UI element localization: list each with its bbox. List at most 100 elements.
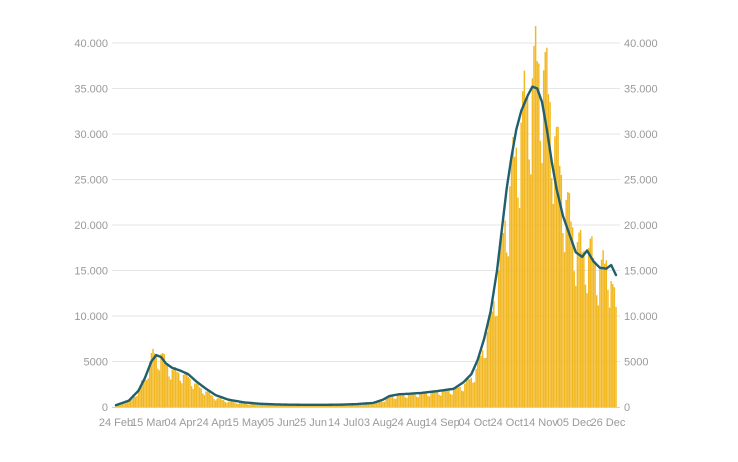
bar bbox=[522, 91, 524, 407]
bar bbox=[364, 403, 366, 407]
x-tick: 05 Jun bbox=[262, 417, 295, 429]
bar bbox=[443, 389, 445, 407]
y-tick-right: 15.000 bbox=[624, 266, 658, 278]
bar bbox=[406, 397, 408, 407]
bar bbox=[512, 136, 514, 407]
bar bbox=[137, 389, 140, 407]
bar bbox=[546, 47, 548, 407]
bar bbox=[245, 403, 247, 407]
bar bbox=[203, 395, 206, 407]
bar bbox=[454, 387, 456, 407]
bar bbox=[234, 402, 236, 407]
bar bbox=[526, 95, 529, 407]
bar bbox=[475, 368, 477, 407]
bar bbox=[300, 404, 302, 407]
bar bbox=[269, 405, 272, 407]
bar bbox=[438, 394, 440, 407]
bar bbox=[563, 252, 566, 407]
bar bbox=[573, 271, 575, 407]
bar bbox=[432, 390, 434, 407]
y-tick-left: 5000 bbox=[84, 357, 108, 369]
bar bbox=[271, 405, 273, 407]
bar bbox=[600, 259, 603, 407]
bar bbox=[361, 404, 363, 407]
bar bbox=[592, 257, 595, 407]
bar bbox=[496, 316, 498, 407]
bar bbox=[565, 199, 567, 407]
bar bbox=[337, 405, 339, 407]
bar bbox=[295, 404, 297, 407]
y-tick-left: 20.000 bbox=[74, 220, 108, 232]
bar bbox=[375, 401, 378, 407]
bar bbox=[124, 403, 127, 407]
bar bbox=[460, 390, 463, 407]
bar bbox=[200, 388, 202, 407]
bar bbox=[276, 404, 278, 407]
bar bbox=[497, 270, 500, 407]
bar bbox=[173, 367, 175, 407]
bar bbox=[292, 405, 294, 407]
bar bbox=[411, 392, 413, 407]
bar bbox=[478, 356, 481, 407]
bar bbox=[274, 404, 276, 407]
x-tick: 25 Jun bbox=[294, 417, 327, 429]
x-tick: 05 Dec bbox=[557, 417, 592, 429]
bar bbox=[459, 386, 461, 407]
bar bbox=[581, 252, 583, 407]
bar bbox=[197, 383, 199, 407]
bar bbox=[520, 122, 522, 408]
x-tick: 14 Sep bbox=[425, 417, 460, 429]
bar bbox=[258, 404, 260, 407]
bar bbox=[456, 385, 458, 407]
bar bbox=[181, 383, 183, 407]
bar bbox=[231, 401, 233, 407]
moving-average-line-group bbox=[114, 85, 618, 407]
bar bbox=[174, 367, 177, 407]
bar bbox=[467, 377, 469, 407]
bar bbox=[210, 394, 212, 407]
bar bbox=[547, 94, 550, 407]
bar bbox=[538, 63, 540, 407]
bar bbox=[126, 400, 128, 407]
bar bbox=[380, 401, 382, 407]
bar bbox=[239, 402, 241, 407]
bar bbox=[608, 307, 611, 407]
bar bbox=[415, 396, 418, 407]
bar bbox=[132, 396, 135, 407]
bar bbox=[485, 357, 487, 407]
bar bbox=[222, 400, 225, 407]
y-tick-left: 40.000 bbox=[74, 38, 108, 50]
bar bbox=[536, 61, 538, 407]
bar bbox=[329, 405, 331, 407]
bar bbox=[504, 220, 506, 407]
bar bbox=[171, 369, 173, 407]
bar bbox=[176, 371, 178, 407]
bar bbox=[594, 261, 596, 407]
bar bbox=[359, 404, 362, 407]
bar bbox=[414, 393, 416, 407]
bar bbox=[165, 362, 167, 407]
bar bbox=[353, 404, 355, 407]
bar bbox=[559, 165, 561, 407]
bar bbox=[243, 403, 246, 407]
bar bbox=[206, 391, 209, 407]
bar bbox=[348, 405, 350, 407]
bar bbox=[591, 236, 593, 407]
bar bbox=[367, 403, 370, 407]
bar bbox=[169, 379, 172, 407]
bar bbox=[435, 391, 437, 407]
bar bbox=[613, 287, 616, 407]
bar bbox=[147, 378, 149, 407]
y-tick-left: 10.000 bbox=[74, 311, 108, 323]
bar bbox=[290, 404, 292, 407]
bar bbox=[412, 393, 415, 407]
bar bbox=[383, 401, 386, 407]
bar bbox=[386, 397, 389, 407]
x-tick: 03 Aug bbox=[358, 417, 392, 429]
bar bbox=[586, 293, 588, 407]
y-tick-left: 30.000 bbox=[74, 129, 108, 141]
bar bbox=[579, 229, 582, 407]
bar bbox=[160, 354, 162, 407]
bar bbox=[345, 404, 347, 407]
bar bbox=[407, 394, 410, 407]
